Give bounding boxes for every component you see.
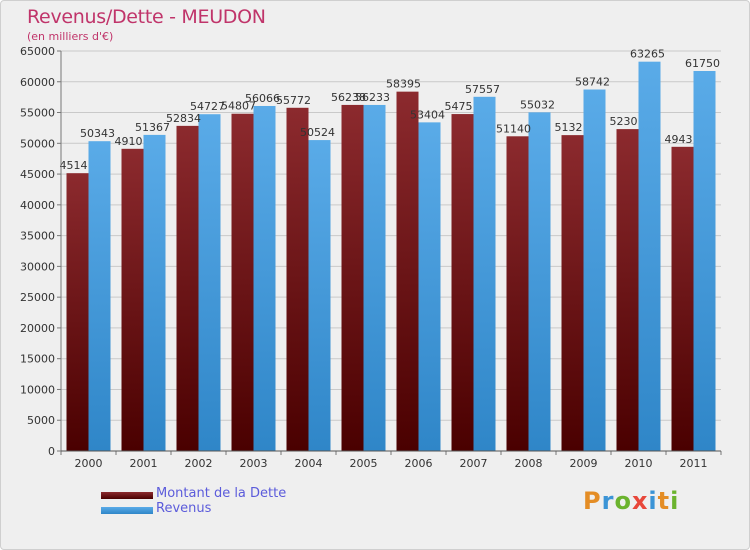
data-label: 56238 xyxy=(331,91,366,104)
y-tick-label: 65000 xyxy=(20,45,55,58)
data-label: 51140 xyxy=(496,122,531,135)
x-tick-label: 2002 xyxy=(185,457,213,470)
bar-debt xyxy=(176,125,199,452)
proxiti-logo: Proxiti xyxy=(583,487,679,515)
data-label: 53404 xyxy=(410,108,445,121)
y-tick-label: 50000 xyxy=(20,137,55,150)
data-label: 50524 xyxy=(300,126,335,139)
bar-debt xyxy=(616,129,639,452)
bar-revenue xyxy=(693,71,716,451)
bar-revenue xyxy=(638,61,661,452)
data-label: 5132 xyxy=(555,121,583,134)
data-label: 61750 xyxy=(685,57,720,70)
logo-letter: x xyxy=(631,487,649,515)
data-label: 4943 xyxy=(665,133,693,146)
y-axis-ticks: 0 5000 10000 15000 20000 25000 30000 35000 40000… xyxy=(20,45,61,458)
x-tick-label: 2000 xyxy=(75,457,103,470)
bar-revenue xyxy=(363,104,386,451)
x-tick-label: 2008 xyxy=(515,457,543,470)
x-tick-label: 2003 xyxy=(240,457,268,470)
bar-debt xyxy=(121,148,144,451)
x-tick-label: 2010 xyxy=(625,457,653,470)
bar-revenue xyxy=(143,134,166,451)
data-label: 4910 xyxy=(115,135,143,148)
y-tick-label: 5000 xyxy=(27,414,55,427)
data-label: 56066 xyxy=(245,92,280,105)
y-tick-label: 60000 xyxy=(20,76,55,89)
logo-letter: t xyxy=(657,487,671,515)
data-label: 58742 xyxy=(575,76,610,89)
legend-label-debt: Montant de la Dette xyxy=(156,486,287,501)
y-tick-label: 40000 xyxy=(20,199,55,212)
y-tick-label: 10000 xyxy=(20,383,55,396)
bar-revenue xyxy=(528,112,551,451)
y-tick-label: 30000 xyxy=(20,260,55,273)
data-label: 51367 xyxy=(135,121,170,134)
logo-letter: i xyxy=(670,487,680,515)
y-tick-label: 55000 xyxy=(20,107,55,120)
data-label: 5230 xyxy=(610,115,638,128)
x-tick-label: 2011 xyxy=(680,457,708,470)
chart-subtitle: (en milliers d'€) xyxy=(27,30,114,43)
data-label: 52834 xyxy=(166,112,201,125)
data-label: 55772 xyxy=(276,94,311,107)
data-label: 63265 xyxy=(630,48,665,61)
bar-revenue xyxy=(473,96,496,452)
bar-debt xyxy=(231,113,254,452)
x-tick-label: 2004 xyxy=(295,457,323,470)
x-axis-ticks: 2000 2001 2002 2003 2004 2005 2006 2007 2008 2009… xyxy=(60,451,722,470)
data-label: 5475 xyxy=(445,100,473,113)
legend-swatch-revenue xyxy=(101,507,153,514)
data-label: 54727 xyxy=(190,100,225,113)
bar-revenue xyxy=(198,114,221,452)
data-label: 54807 xyxy=(221,100,256,113)
y-tick-label: 45000 xyxy=(20,168,55,181)
bar-debt xyxy=(396,91,419,452)
bar-debt xyxy=(451,114,474,452)
bar-debt xyxy=(66,173,89,451)
data-labels: 4514503434910513675283454727548075606655… xyxy=(60,48,721,173)
legend-label-revenue: Revenus xyxy=(156,501,212,516)
bar-debt xyxy=(286,107,309,451)
legend-swatch-debt xyxy=(101,492,153,499)
x-tick-label: 2001 xyxy=(130,457,158,470)
logo-letter: r xyxy=(601,487,615,515)
bar-revenue xyxy=(583,89,606,451)
data-label: 56233 xyxy=(355,91,390,104)
logo-letter: o xyxy=(614,487,632,515)
axes xyxy=(60,51,721,452)
logo-letter: i xyxy=(648,487,658,515)
data-label: 55032 xyxy=(520,98,555,111)
chart-title: Revenus/Dette - MEUDON xyxy=(27,6,266,28)
bar-debt xyxy=(341,104,364,452)
bar-revenue xyxy=(308,140,331,452)
y-tick-label: 15000 xyxy=(20,353,55,366)
bar-debt xyxy=(671,146,694,452)
y-tick-label: 35000 xyxy=(20,230,55,243)
x-tick-label: 2005 xyxy=(350,457,378,470)
bar-debt xyxy=(561,135,584,452)
y-tick-label: 20000 xyxy=(20,322,55,335)
bar-revenue xyxy=(88,141,111,451)
logo-letter: P xyxy=(583,487,602,515)
bar-revenue xyxy=(418,122,441,452)
data-label: 57557 xyxy=(465,83,500,96)
bar-groups xyxy=(66,61,716,452)
data-label: 4514 xyxy=(60,159,88,172)
x-tick-label: 2009 xyxy=(570,457,598,470)
y-tick-label: 25000 xyxy=(20,291,55,304)
bar-revenue xyxy=(253,105,276,452)
grid-lines xyxy=(61,50,721,452)
bar-debt xyxy=(506,136,529,452)
x-tick-label: 2006 xyxy=(405,457,433,470)
y-tick-label: 0 xyxy=(48,445,55,458)
data-label: 58395 xyxy=(386,78,421,91)
x-tick-label: 2007 xyxy=(460,457,488,470)
data-label: 50343 xyxy=(80,127,115,140)
